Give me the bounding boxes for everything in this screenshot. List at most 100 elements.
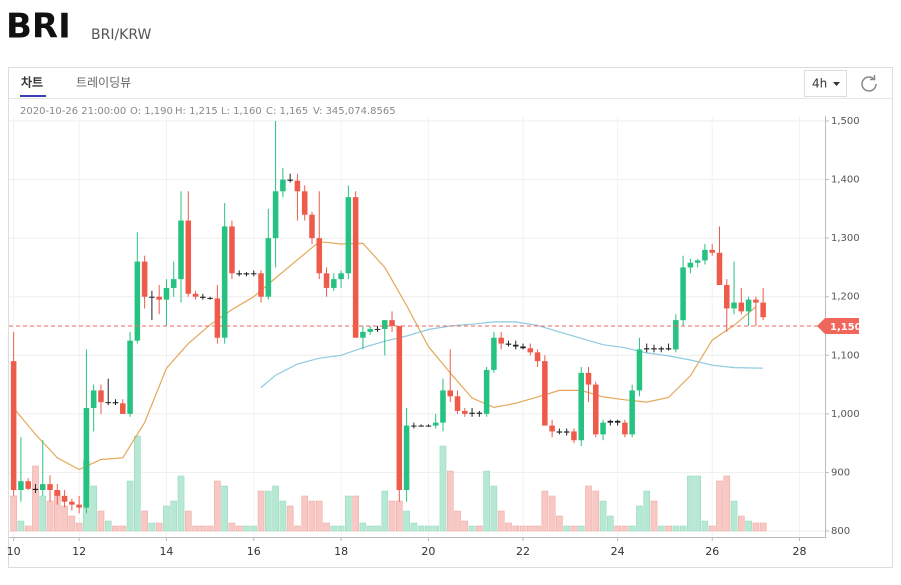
volume-bar: [534, 525, 541, 532]
tab-chart[interactable]: 차트: [21, 75, 43, 90]
volume-bar: [199, 525, 207, 532]
volume-bar: [636, 505, 643, 532]
candle-body: [643, 348, 650, 350]
volume-bar: [177, 475, 185, 532]
volume-bar: [607, 515, 614, 532]
volume-bar: [759, 522, 767, 532]
price-tag: [817, 318, 859, 334]
volume-bar: [381, 490, 389, 532]
candle-body: [229, 226, 235, 274]
candle-body: [469, 412, 475, 414]
candle-body: [120, 403, 126, 414]
candle-body: [600, 422, 606, 435]
volume-bar: [723, 475, 731, 532]
ohlc-info: 2020-10-26 21:00:00 O: 1,190 H: 1,215 L:…: [20, 106, 396, 117]
volume-bar: [141, 510, 148, 532]
candle-body: [483, 369, 490, 414]
volume-bar: [257, 490, 265, 532]
volume-bar: [221, 485, 228, 532]
volume-bar: [17, 520, 25, 532]
volume-bar: [10, 495, 17, 532]
volume-bar: [315, 500, 323, 532]
interval-dropdown[interactable]: [804, 70, 847, 97]
volume-bar: [694, 475, 701, 532]
candle-body: [411, 425, 417, 427]
candle-body: [316, 238, 323, 274]
volume-bar: [687, 475, 694, 532]
candle-body: [185, 220, 192, 294]
volume-bar: [272, 485, 279, 532]
candle-body: [498, 337, 504, 344]
volume-bar: [621, 525, 629, 532]
volume-bar: [476, 525, 483, 532]
candle-body: [112, 402, 119, 404]
candle-body: [98, 390, 104, 403]
candle-body: [462, 410, 468, 414]
volume-bar: [155, 522, 163, 532]
candle-body: [702, 249, 708, 261]
volume-bar: [39, 495, 47, 532]
candle-body: [578, 372, 584, 441]
volume-bar: [628, 525, 636, 532]
candle-body: [381, 320, 388, 329]
volume-bar: [24, 525, 32, 532]
candle-body: [622, 422, 628, 435]
candle-body: [127, 340, 133, 414]
y-tick-label: 800: [831, 526, 850, 537]
refresh-icon: [861, 76, 877, 92]
candle-body: [10, 361, 17, 490]
volume-bar: [614, 525, 621, 532]
candle-body: [236, 273, 242, 275]
volume-bar: [461, 520, 469, 532]
candle-body: [629, 390, 635, 435]
candle-body: [454, 396, 461, 411]
candle-body: [170, 279, 177, 288]
candle-body: [69, 501, 75, 505]
volume-bar: [286, 505, 294, 532]
refresh-button[interactable]: [861, 75, 877, 92]
info-time: 2020-10-26 21:00:00: [20, 106, 126, 117]
candle-body: [731, 302, 737, 309]
x-tick-label: 16: [247, 545, 261, 558]
info-open: O: 1,190: [130, 106, 173, 117]
candle-body: [134, 261, 141, 341]
candle-body: [753, 299, 759, 303]
volume-bar: [519, 525, 527, 532]
candle-body: [745, 299, 752, 312]
volume-bar: [738, 515, 745, 532]
candle-body: [301, 191, 308, 215]
volume-bar: [90, 485, 97, 532]
candle-body: [389, 320, 395, 326]
candle-body: [542, 361, 548, 426]
y-tick-label: 900: [831, 467, 850, 478]
candle-body: [432, 422, 439, 426]
candle-body: [658, 348, 665, 350]
dropdown-arrow: [833, 82, 840, 86]
candle-body: [156, 296, 162, 300]
candle-body: [556, 431, 563, 433]
volume-bar: [352, 495, 359, 532]
candle-body: [563, 431, 570, 433]
volume-bar: [403, 510, 410, 532]
volume-bar: [490, 485, 498, 532]
candle-body: [18, 481, 24, 490]
x-tick-label: 14: [159, 545, 173, 558]
candle-body: [607, 420, 614, 423]
volume-bar: [243, 525, 250, 532]
volume-bar: [599, 500, 607, 532]
tab-tradingview[interactable]: 트레이딩뷰: [76, 76, 131, 90]
candle-body: [345, 197, 352, 274]
coin-title: BRI: [6, 7, 71, 47]
candle-body: [585, 372, 592, 385]
candle-body: [309, 214, 315, 239]
volume-bar: [497, 510, 505, 532]
candle-body: [221, 226, 228, 338]
volume-bar: [468, 525, 476, 532]
candle-body: [352, 197, 359, 338]
volume-bar: [410, 522, 418, 532]
volume-bar: [563, 525, 570, 532]
volume-bar: [112, 525, 119, 532]
candle-body: [105, 402, 112, 404]
volume-bar: [388, 500, 396, 532]
